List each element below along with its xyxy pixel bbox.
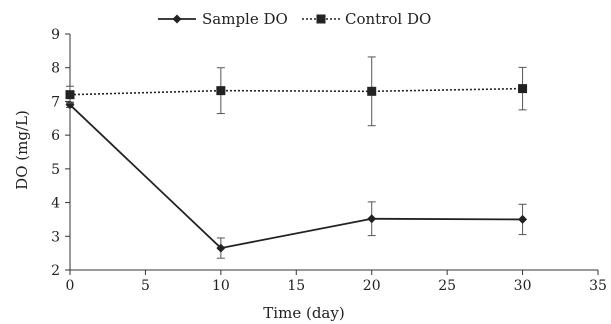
y-axis-title: DO (mg/L) [13, 110, 31, 190]
legend-label: Sample DO [202, 10, 288, 28]
x-axis-title: Time (day) [263, 304, 344, 322]
legend-label: Control DO [345, 10, 431, 28]
x-tick-label: 0 [66, 278, 75, 294]
axes: 0 5 10 15 20 25 30 35 2 3 4 5 6 7 8 9 [51, 27, 607, 294]
x-tick-label: 25 [438, 278, 456, 294]
series-line [69, 87, 523, 96]
x-tick-label: 10 [212, 278, 230, 294]
series-sample-do [65, 100, 528, 259]
x-tick-label: 30 [514, 278, 532, 294]
data-point [65, 90, 75, 100]
y-tick-label: 9 [51, 27, 60, 43]
data-point [216, 243, 226, 253]
data-point [518, 214, 528, 224]
data-point [518, 84, 528, 94]
x-tick-label: 5 [141, 278, 150, 294]
x-tick-label: 15 [287, 278, 305, 294]
y-tick-label: 8 [51, 61, 60, 77]
y-tick-label: 3 [51, 229, 60, 245]
legend-item-sample-do: Sample DO [158, 10, 288, 28]
x-tick-label: 35 [589, 278, 607, 294]
x-tick-label: 20 [363, 278, 381, 294]
y-tick-label: 2 [51, 263, 60, 279]
data-point [367, 214, 377, 224]
y-tick-label: 7 [51, 94, 60, 110]
y-tick-label: 6 [51, 128, 60, 144]
series-control-do [65, 56, 528, 127]
data-point [65, 100, 75, 110]
legend: Sample DO Control DO [158, 10, 431, 28]
legend-marker [316, 14, 326, 24]
data-point [367, 86, 377, 96]
y-tick-label: 4 [51, 196, 60, 212]
y-tick-label: 5 [51, 162, 60, 178]
legend-marker [172, 14, 182, 24]
data-point [216, 86, 226, 96]
series-layer [65, 56, 528, 259]
series-line [69, 104, 523, 250]
legend-item-control-do: Control DO [302, 10, 431, 28]
